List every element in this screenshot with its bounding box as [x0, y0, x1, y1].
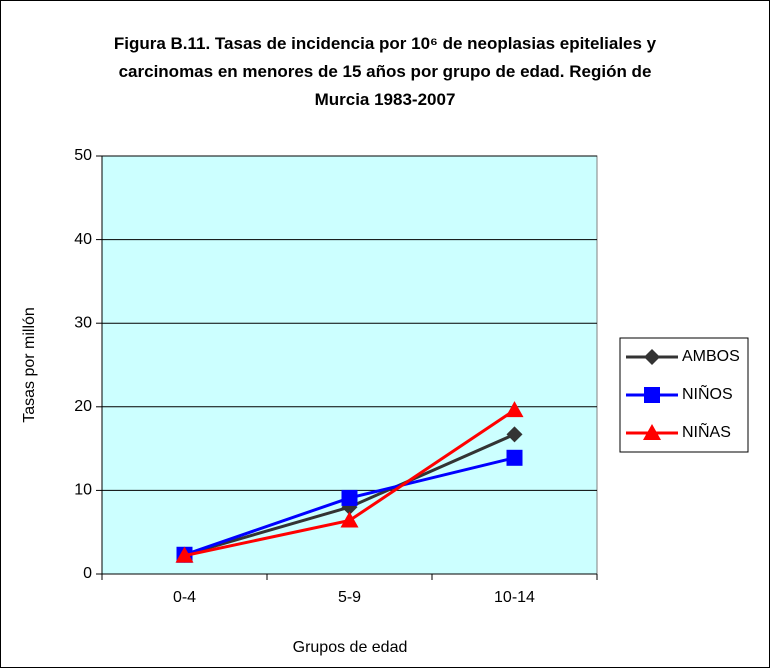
x-tick-label: 5-9	[338, 589, 361, 606]
marker	[505, 401, 524, 418]
y-tick-label: 10	[74, 482, 92, 499]
y-tick-label: 20	[74, 398, 92, 415]
marker	[341, 489, 358, 506]
y-tick-label: 30	[74, 314, 92, 331]
x-axis-label: Grupos de edad	[293, 639, 408, 656]
legend-label: NIÑOS	[682, 383, 733, 403]
marker	[340, 511, 359, 528]
y-tick-label: 0	[83, 565, 92, 582]
x-tick-label: 10-14	[494, 589, 535, 606]
y-tick-label: 40	[74, 231, 92, 248]
legend-marker	[644, 387, 660, 403]
y-tick-label: 50	[74, 147, 92, 164]
legend-marker	[643, 424, 661, 440]
legend-label: AMBOS	[682, 348, 740, 365]
marker	[506, 426, 523, 443]
legend-label: NIÑAS	[682, 421, 731, 441]
marker	[506, 449, 523, 466]
legend-marker	[644, 349, 660, 365]
marker	[175, 546, 194, 563]
y-axis-label: Tasas por millón	[21, 307, 38, 423]
x-tick-label: 0-4	[173, 589, 196, 606]
chart-title: Figura B.11. Tasas de incidencia por 10⁶…	[113, 34, 657, 109]
